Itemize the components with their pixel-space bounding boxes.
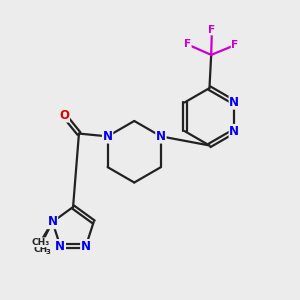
Text: O: O [59,109,69,122]
Text: N: N [229,96,239,109]
Text: F: F [208,25,215,35]
Text: N: N [55,240,65,253]
Text: F: F [184,39,191,50]
Text: F: F [231,40,239,50]
Text: N: N [229,124,239,138]
Text: 3: 3 [46,249,50,255]
Text: N: N [47,215,58,229]
Text: N: N [156,130,166,143]
Text: N: N [81,240,91,253]
Text: N: N [103,130,112,143]
Text: CH: CH [33,245,47,254]
Text: CH₃: CH₃ [31,238,49,247]
